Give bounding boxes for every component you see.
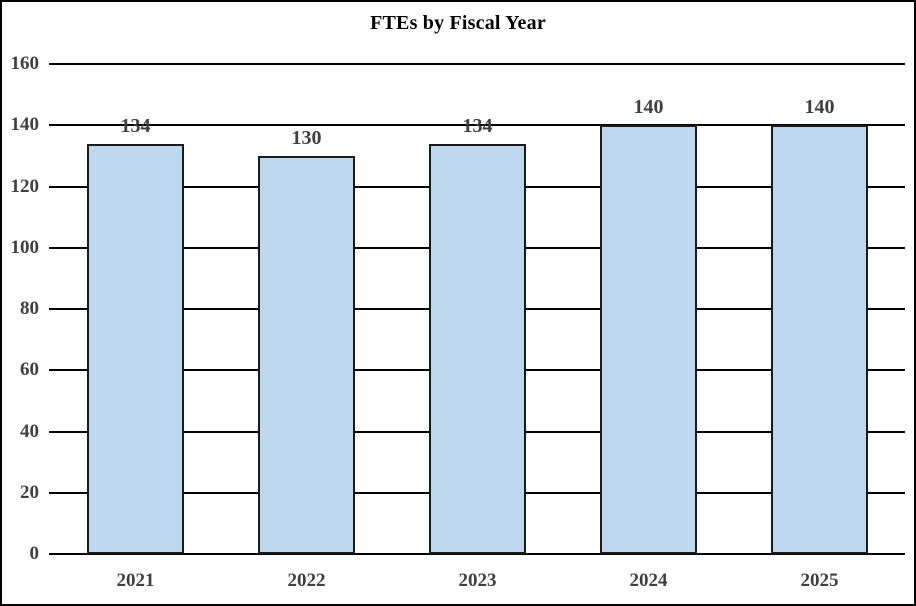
y-axis-tick-label-80: 80 bbox=[20, 298, 39, 319]
y-axis-tick-label-0: 0 bbox=[29, 543, 40, 564]
y-axis-tick-label-20: 20 bbox=[20, 481, 39, 503]
bar-2024 bbox=[600, 125, 697, 554]
bar-2023 bbox=[429, 143, 526, 554]
bar-2021 bbox=[87, 143, 184, 554]
y-axis-tick-label-40: 40 bbox=[20, 420, 39, 442]
data-label-2022: 130 bbox=[291, 126, 322, 149]
data-label-2023: 134 bbox=[462, 114, 493, 137]
x-axis-tick-label-2022: 2022 bbox=[287, 570, 326, 591]
data-label-2025: 140 bbox=[804, 96, 835, 119]
gridline-160 bbox=[49, 63, 905, 65]
data-label-2021: 134 bbox=[120, 114, 151, 137]
x-axis-tick-label-2024: 2024 bbox=[629, 570, 668, 591]
data-label-2024: 140 bbox=[633, 96, 664, 119]
chart-title: FTEs by Fiscal Year bbox=[370, 12, 546, 34]
bar-2022 bbox=[258, 155, 355, 554]
y-axis-tick-label-120: 120 bbox=[10, 175, 40, 197]
x-axis-tick-label-2021: 2021 bbox=[116, 570, 155, 591]
y-axis-tick-label-60: 60 bbox=[20, 359, 39, 381]
y-axis-tick-label-140: 140 bbox=[10, 114, 40, 136]
bar-2025 bbox=[771, 125, 868, 554]
y-axis-tick-label-100: 100 bbox=[10, 236, 40, 258]
x-axis-tick-label-2025: 2025 bbox=[800, 570, 839, 591]
x-axis-tick-label-2023: 2023 bbox=[458, 570, 497, 591]
plot-area: 134 130 134 140 140 bbox=[49, 63, 905, 555]
gridline-140 bbox=[49, 124, 905, 127]
y-axis-tick-label-160: 160 bbox=[10, 53, 40, 74]
gridline-0 bbox=[49, 553, 905, 555]
